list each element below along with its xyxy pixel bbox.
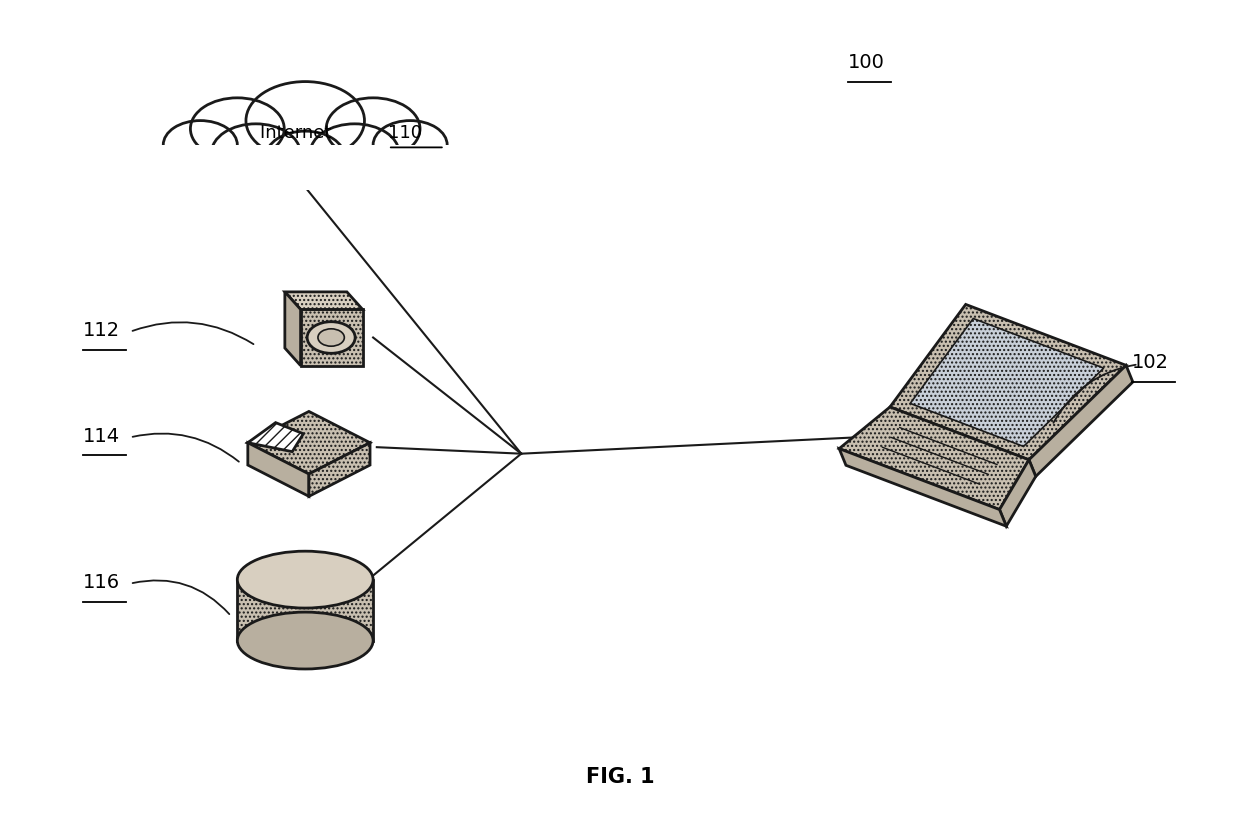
Polygon shape [309,443,370,497]
Ellipse shape [237,551,373,608]
Text: FIG. 1: FIG. 1 [585,766,655,787]
Text: 102: 102 [1132,353,1169,372]
Text: 116: 116 [83,573,120,591]
Polygon shape [1029,366,1133,476]
Polygon shape [839,448,1007,526]
Polygon shape [910,318,1104,447]
Ellipse shape [164,120,237,169]
Polygon shape [248,423,304,452]
Polygon shape [248,411,370,474]
Ellipse shape [310,124,399,182]
Polygon shape [999,460,1035,526]
Polygon shape [890,304,1126,460]
Polygon shape [285,292,362,309]
Text: 112: 112 [83,321,120,340]
Text: Internet: Internet [260,124,337,142]
Polygon shape [839,407,1029,510]
Ellipse shape [265,131,345,183]
Ellipse shape [191,98,284,160]
Text: 110: 110 [388,124,422,142]
Polygon shape [285,292,300,366]
Ellipse shape [373,120,448,169]
Circle shape [308,321,355,353]
Bar [139,145,472,190]
Polygon shape [300,309,362,366]
Circle shape [317,329,345,346]
Ellipse shape [211,124,300,182]
Text: 114: 114 [83,426,120,446]
Polygon shape [237,580,373,640]
Ellipse shape [237,612,373,669]
Ellipse shape [246,82,365,160]
Ellipse shape [326,98,420,160]
Polygon shape [248,443,309,497]
Text: 100: 100 [848,53,885,72]
